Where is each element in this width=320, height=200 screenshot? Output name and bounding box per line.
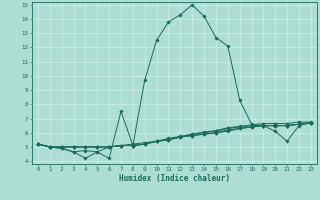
X-axis label: Humidex (Indice chaleur): Humidex (Indice chaleur) bbox=[119, 174, 230, 183]
